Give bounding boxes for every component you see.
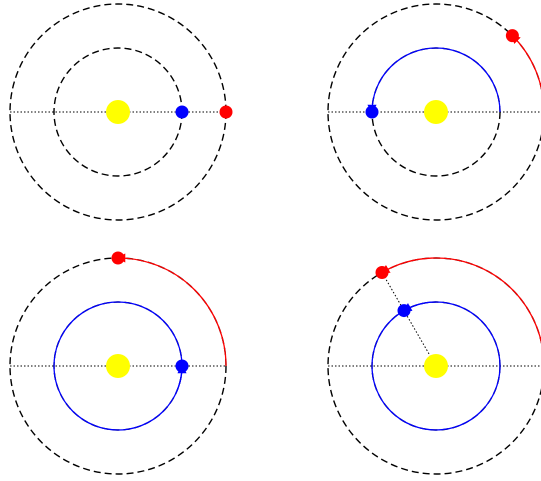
panels-layer bbox=[9, 3, 541, 475]
panel-top-right bbox=[327, 3, 541, 221]
panel-top-left bbox=[9, 3, 233, 221]
outer-planet bbox=[111, 251, 125, 265]
sun bbox=[106, 100, 130, 124]
sun bbox=[424, 354, 448, 378]
outer-planet bbox=[505, 29, 519, 43]
sun-planet-connector bbox=[381, 272, 437, 367]
panel-bottom-left bbox=[9, 251, 227, 475]
inner-planet bbox=[397, 304, 411, 318]
inner-path-arc bbox=[367, 47, 501, 114]
outer-orbit bbox=[327, 3, 541, 221]
inner-planet bbox=[175, 105, 189, 119]
sun bbox=[424, 100, 448, 124]
inner-planet bbox=[365, 105, 379, 119]
outer-path-arc bbox=[380, 257, 541, 345]
outer-planet bbox=[375, 265, 389, 279]
panel-bottom-right bbox=[327, 257, 541, 475]
sun bbox=[106, 354, 130, 378]
outer-path-arc bbox=[511, 34, 541, 91]
outer-path-arc bbox=[116, 253, 227, 367]
outer-planet bbox=[219, 105, 233, 119]
inner-planet bbox=[175, 359, 189, 373]
